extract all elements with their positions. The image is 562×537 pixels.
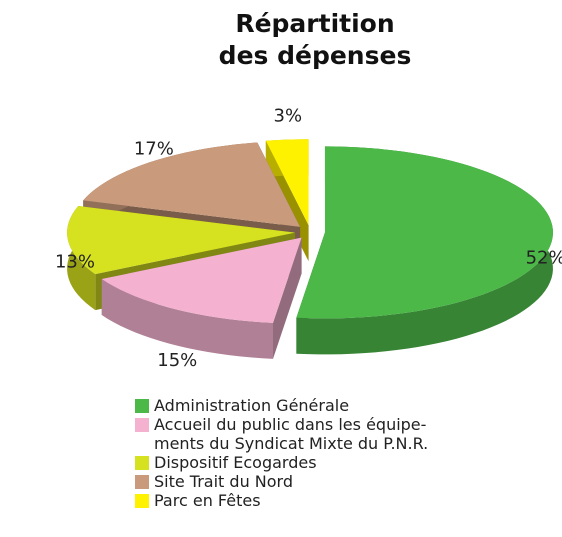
legend-swatch — [135, 494, 149, 508]
data-label: 15% — [157, 350, 197, 371]
legend-item: Accueil du public dans les équipe- ments… — [135, 415, 428, 453]
legend-label: Dispositif Ecogardes — [154, 453, 317, 472]
slice-top — [83, 142, 301, 227]
pie-slice — [101, 237, 302, 359]
pie-slice — [296, 146, 553, 355]
legend-label: Administration Générale — [154, 396, 350, 415]
legend-label: Parc en Fêtes — [154, 491, 261, 510]
data-label: 52% — [526, 247, 562, 268]
legend-item: Site Trait du Nord — [135, 472, 428, 491]
legend: Administration Générale Accueil du public… — [135, 396, 428, 510]
legend-item: Administration Générale — [135, 396, 428, 415]
slice-top — [101, 237, 302, 323]
slice-side — [101, 279, 273, 359]
legend-item: Dispositif Ecogardes — [135, 453, 428, 472]
legend-label: Accueil du public dans les équipe- ments… — [154, 415, 429, 453]
data-label: 3% — [274, 106, 303, 127]
legend-label: Site Trait du Nord — [154, 472, 294, 491]
legend-swatch — [135, 456, 149, 470]
data-label: 13% — [55, 252, 95, 273]
data-label: 17% — [134, 138, 174, 159]
legend-swatch — [135, 475, 149, 489]
legend-swatch — [135, 399, 149, 413]
legend-item: Parc en Fêtes — [135, 491, 428, 510]
legend-swatch — [135, 418, 149, 432]
chart-title: Répartition des dépenses — [218, 9, 412, 70]
slice-top — [67, 206, 296, 275]
slice-top — [296, 146, 553, 319]
slice-top — [265, 139, 309, 226]
